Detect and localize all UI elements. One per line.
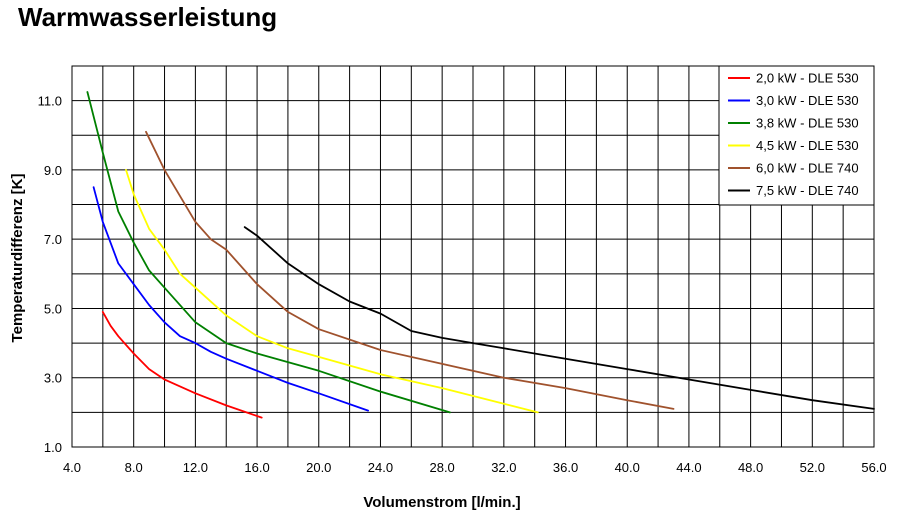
series-line <box>145 130 675 410</box>
y-tick-label: 9.0 <box>44 163 62 178</box>
x-tick-label: 28.0 <box>429 460 454 475</box>
x-axis-title: Volumenstrom [l/min.] <box>363 494 520 511</box>
series-line <box>92 186 370 412</box>
legend-label: 3,0 kW - DLE 530 <box>756 93 859 108</box>
y-axis-title: Temperaturdifferenz [K] <box>9 174 26 343</box>
x-tick-label: 52.0 <box>800 460 825 475</box>
legend-box <box>718 65 875 206</box>
x-tick-label: 32.0 <box>491 460 516 475</box>
x-tick-label: 36.0 <box>553 460 578 475</box>
x-tick-label: 16.0 <box>244 460 269 475</box>
y-tick-label: 3.0 <box>44 371 62 386</box>
legend-label: 3,8 kW - DLE 530 <box>756 116 859 131</box>
series-lines <box>86 91 875 419</box>
series-line <box>243 226 875 410</box>
y-tick-label: 5.0 <box>44 301 62 316</box>
legend-label: 6,0 kW - DLE 740 <box>756 161 859 176</box>
x-tick-label: 4.0 <box>63 460 81 475</box>
series-line <box>101 310 263 419</box>
x-tick-label: 40.0 <box>615 460 640 475</box>
page-title: Warmwasserleistung <box>18 2 278 32</box>
tick-labels: 4.0 8.0 12.0 16.0 20.0 24.0 28.0 32.0 36.0 40.0 44… <box>38 94 887 475</box>
legend: 2,0 kW - DLE 530 3,0 kW - DLE 530 3,8 kW -… <box>718 65 875 206</box>
legend-label: 7,5 kW - DLE 740 <box>756 183 859 198</box>
x-tick-label: 12.0 <box>183 460 208 475</box>
series-line <box>125 168 539 414</box>
series-line <box>86 91 451 414</box>
x-tick-label: 20.0 <box>306 460 331 475</box>
legend-label: 2,0 kW - DLE 530 <box>756 71 859 86</box>
legend-label: 4,5 kW - DLE 530 <box>756 138 859 153</box>
x-tick-label: 24.0 <box>368 460 393 475</box>
y-tick-label: 11.0 <box>38 94 62 109</box>
x-tick-label: 44.0 <box>676 460 701 475</box>
y-tick-label: 1.0 <box>44 440 62 455</box>
x-tick-label: 8.0 <box>125 460 143 475</box>
x-tick-label: 48.0 <box>738 460 763 475</box>
y-tick-label: 7.0 <box>44 232 62 247</box>
plot-frame <box>71 65 875 448</box>
x-tick-label: 56.0 <box>861 460 886 475</box>
